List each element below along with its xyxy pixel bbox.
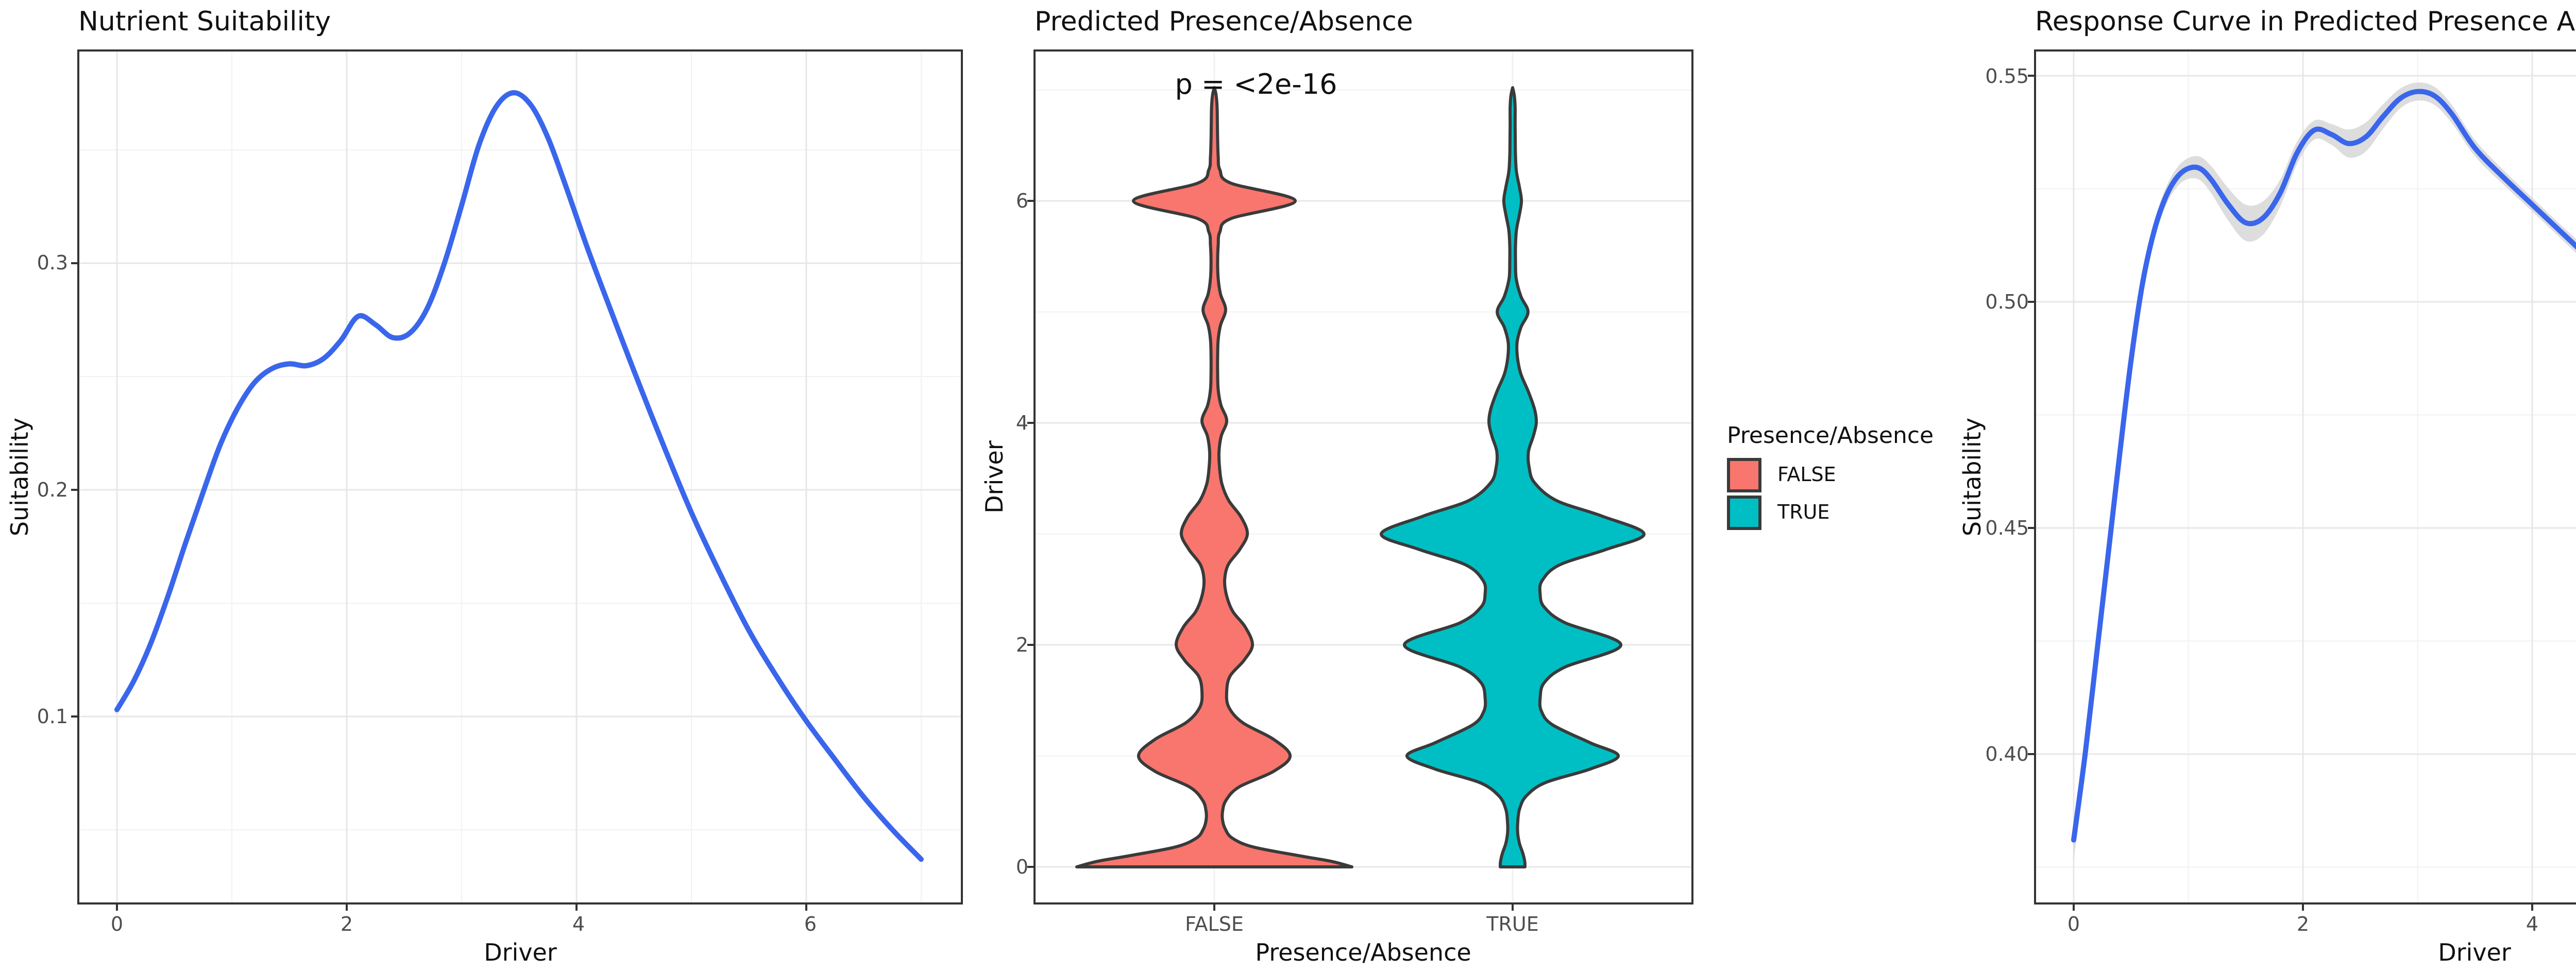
- right-xtick-0: 0: [2067, 913, 2080, 935]
- left-curve-ribbon: [117, 90, 921, 862]
- right-y-axis-title: Suitability: [1958, 417, 1986, 537]
- middle-plot-title: Predicted Presence/Absence: [1035, 6, 1413, 37]
- middle-ytick-6: 6: [1015, 190, 1028, 212]
- right-gridlines: [2035, 50, 2576, 903]
- violin-true: [1380, 86, 1646, 868]
- right-curve-line: [2071, 89, 2576, 843]
- left-ytick-0.2: 0.2: [37, 479, 68, 501]
- middle-x-axis-title: Presence/Absence: [1255, 938, 1471, 966]
- right-ytick-0.55: 0.55: [1985, 65, 2029, 88]
- left-xtick-2: 2: [340, 913, 353, 935]
- p-value-annotation: p = <2e-16: [1175, 68, 1337, 100]
- middle-ytick-2: 2: [1015, 634, 1028, 656]
- left-x-axis-title: Driver: [484, 938, 557, 966]
- middle-ytick-0: 0: [1015, 856, 1028, 878]
- right-curve-ribbon: [2074, 82, 2576, 861]
- right-plot-title: Response Curve in Predicted Presence Are…: [2035, 6, 2576, 37]
- middle-gridlines: [1035, 50, 1692, 903]
- right-ytick-0.40: 0.40: [1985, 743, 2029, 765]
- axis-tick-marks: [71, 75, 2533, 911]
- right-ytick-0.50: 0.50: [1985, 291, 2029, 313]
- legend-swatch-true: [1727, 496, 1761, 530]
- left-xtick-6: 6: [804, 913, 817, 935]
- right-x-axis-title: Driver: [2438, 938, 2511, 966]
- panel-border-2: [2034, 49, 2576, 904]
- middle-y-axis-title: Driver: [980, 440, 1008, 514]
- legend-title: Presence/Absence: [1727, 422, 1934, 449]
- left-curve-line: [114, 90, 924, 862]
- left-xtick-4: 4: [572, 913, 585, 935]
- left-ytick-0.3: 0.3: [37, 251, 68, 274]
- violin-false: [1075, 86, 1353, 868]
- right-xtick-4: 4: [2526, 913, 2539, 935]
- legend-swatch-false: [1727, 458, 1761, 492]
- middle-xtick-false: FALSE: [1185, 913, 1244, 935]
- left-gridlines: [78, 50, 962, 903]
- left-plot-title: Nutrient Suitability: [78, 6, 331, 37]
- left-xtick-0: 0: [110, 913, 124, 935]
- panel-border-0: [77, 49, 963, 904]
- legend-label-false: FALSE: [1777, 463, 1836, 486]
- right-ytick-0.45: 0.45: [1985, 517, 2029, 539]
- middle-ytick-4: 4: [1015, 412, 1028, 434]
- right-xtick-2: 2: [2296, 913, 2310, 935]
- panel-border-1: [1033, 49, 1693, 904]
- middle-xtick-true: TRUE: [1486, 913, 1539, 935]
- legend-label-true: TRUE: [1777, 501, 1830, 523]
- left-y-axis-title: Suitability: [6, 417, 33, 537]
- left-ytick-0.1: 0.1: [37, 705, 68, 728]
